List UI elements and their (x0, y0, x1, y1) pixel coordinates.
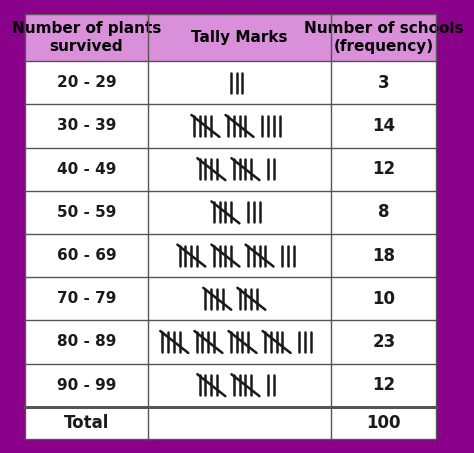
Text: 70 - 79: 70 - 79 (57, 291, 116, 306)
Text: 20 - 29: 20 - 29 (57, 75, 116, 90)
Text: 18: 18 (372, 246, 395, 265)
Text: Number of schools
(frequency): Number of schools (frequency) (304, 21, 464, 53)
Bar (25, 277, 436, 320)
Text: 23: 23 (372, 333, 395, 351)
Text: 12: 12 (372, 376, 395, 394)
Text: 60 - 69: 60 - 69 (57, 248, 116, 263)
Text: 100: 100 (366, 414, 401, 432)
Text: 40 - 49: 40 - 49 (57, 162, 116, 177)
Bar (25, 61, 436, 104)
Text: 3: 3 (378, 74, 390, 92)
Text: 30 - 39: 30 - 39 (57, 119, 116, 134)
Text: Total: Total (64, 414, 109, 432)
Text: 12: 12 (372, 160, 395, 178)
Text: 8: 8 (378, 203, 390, 222)
Text: 90 - 99: 90 - 99 (57, 378, 116, 393)
Bar (25, 407, 436, 439)
Bar (25, 320, 436, 364)
Bar (25, 364, 436, 407)
Bar (25, 14, 436, 61)
Text: 80 - 89: 80 - 89 (57, 334, 116, 349)
Text: Tally Marks: Tally Marks (191, 30, 288, 45)
Bar (25, 104, 436, 148)
Text: 50 - 59: 50 - 59 (57, 205, 116, 220)
Text: 14: 14 (372, 117, 395, 135)
Bar (25, 191, 436, 234)
Bar (25, 148, 436, 191)
Text: 10: 10 (372, 290, 395, 308)
Bar (25, 234, 436, 277)
Text: Number of plants
survived: Number of plants survived (12, 21, 161, 53)
